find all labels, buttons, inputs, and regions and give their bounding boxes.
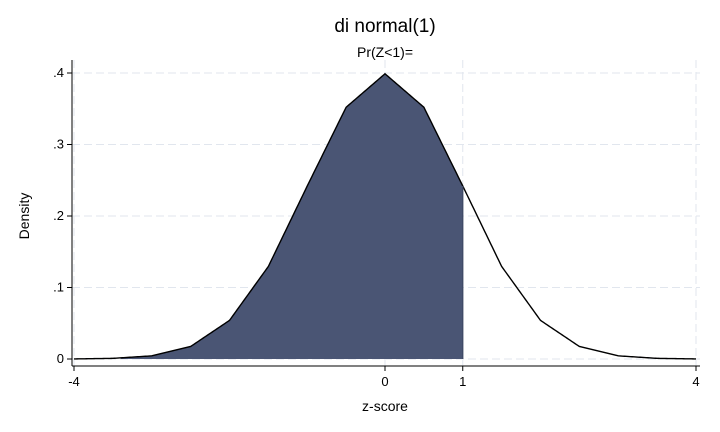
x-tick-label-0: -4 (68, 374, 80, 389)
y-tick-label-2: .2 (53, 208, 64, 223)
shaded-area (120, 73, 463, 359)
chart-subtitle: Pr(Z<1)= (357, 44, 413, 60)
y-tick-label-0: 0 (57, 351, 64, 366)
y-tick-label-4: .4 (53, 65, 64, 80)
axes: 0 .1 .2 .3 .4 -4 0 1 4 (53, 60, 700, 389)
y-tick-label-1: .1 (53, 280, 64, 295)
x-axis-label: z-score (362, 398, 408, 414)
shaded-probability-area (120, 73, 463, 359)
y-axis-label: Density (16, 193, 32, 240)
chart-title: di normal(1) (334, 16, 435, 37)
x-tick-label-2: 1 (459, 374, 466, 389)
y-tick-label-3: .3 (53, 137, 64, 152)
density-curve-layer (73, 72, 697, 360)
x-tick-label-1: 0 (381, 374, 388, 389)
density-curve-path (73, 72, 697, 360)
x-tick-label-3: 4 (692, 374, 699, 389)
